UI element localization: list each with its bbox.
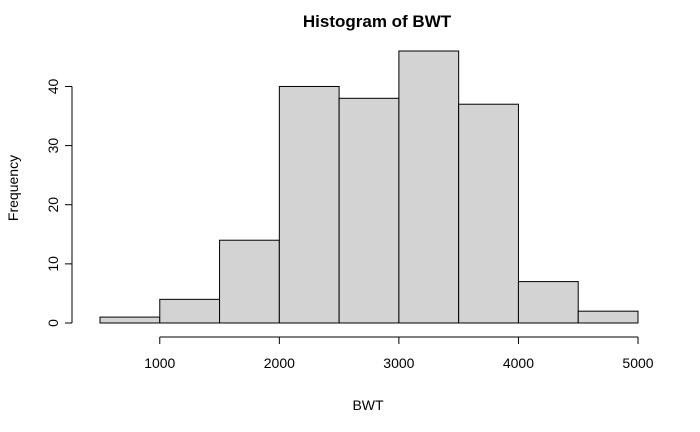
histogram-bar-4	[278, 85, 340, 324]
x-axis-label: BWT	[352, 397, 384, 413]
y-tick-label-30: 30	[45, 138, 61, 154]
y-tick-label-40: 40	[45, 78, 61, 94]
histogram-bar-5	[338, 97, 400, 324]
x-tick-label-4000: 4000	[503, 355, 534, 371]
y-tick-label-10: 10	[45, 256, 61, 272]
histogram-bar-9	[577, 310, 639, 324]
y-axis: 0 10 20 30 40	[45, 78, 73, 327]
y-tick-label-0: 0	[45, 319, 61, 327]
x-axis: 1000 2000 3000 4000 5000	[144, 336, 654, 371]
x-tick-label-5000: 5000	[622, 355, 653, 371]
x-tick-label-2000: 2000	[264, 355, 295, 371]
bars-group	[99, 50, 639, 324]
histogram-bar-7	[458, 103, 519, 324]
x-tick-label-1000: 1000	[144, 355, 175, 371]
x-tick-label-3000: 3000	[383, 355, 414, 371]
histogram-bar-6	[398, 50, 460, 324]
histogram-bar-2	[159, 298, 221, 324]
histogram-bar-1	[99, 316, 161, 324]
histogram-bar-8	[517, 281, 579, 324]
y-tick-label-20: 20	[45, 197, 61, 213]
histogram-bar-3	[219, 239, 280, 324]
y-axis-label: Frequency	[5, 155, 21, 221]
chart-title: Histogram of BWT	[303, 12, 452, 31]
